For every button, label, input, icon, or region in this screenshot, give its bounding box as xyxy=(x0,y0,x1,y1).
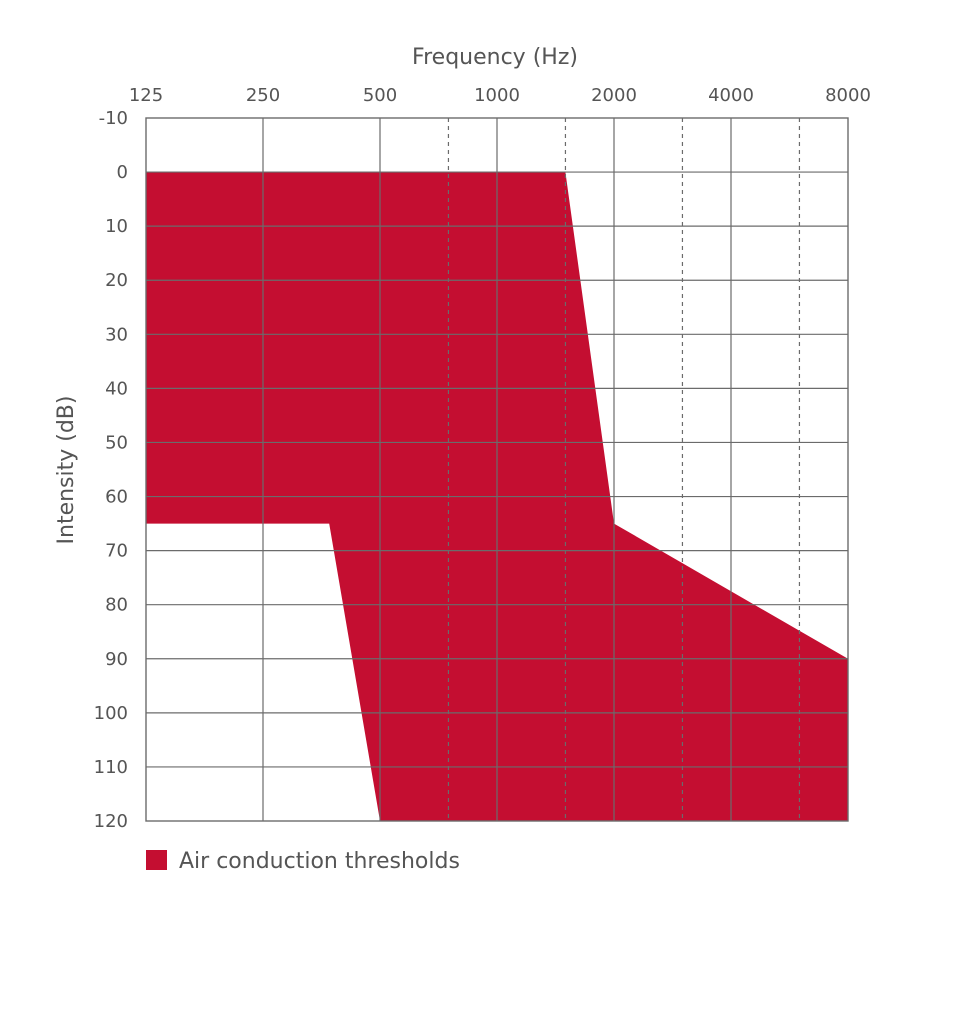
y-tick-label: 50 xyxy=(105,432,128,453)
legend-swatch xyxy=(146,850,167,870)
y-tick-label: 70 xyxy=(105,541,128,562)
y-tick-label: 100 xyxy=(94,703,128,724)
x-axis-title: Frequency (Hz) xyxy=(412,45,578,70)
y-tick-label: 0 xyxy=(117,162,128,183)
plot-frame xyxy=(145,117,849,822)
x-tick-label: 8000 xyxy=(825,85,871,106)
y-tick-label: 60 xyxy=(105,487,128,508)
y-tick-label: 10 xyxy=(105,216,128,237)
x-tick-label: 1000 xyxy=(474,85,520,106)
x-tick-label: 2000 xyxy=(591,85,637,106)
y-tick-label: 40 xyxy=(105,378,128,399)
legend-label: Air conduction thresholds xyxy=(179,849,460,874)
y-tick-labels: -10 0 10 20 30 40 50 60 70 80 90 100 110 120 xyxy=(94,108,128,832)
y-tick-label: -10 xyxy=(99,108,128,129)
y-tick-label: 110 xyxy=(94,757,128,778)
y-tick-label: 90 xyxy=(105,649,128,670)
legend: Air conduction thresholds xyxy=(146,849,460,874)
x-tick-labels: 125 250 500 1000 2000 4000 8000 xyxy=(129,85,871,106)
grid-layer xyxy=(146,118,848,821)
y-tick-label: 120 xyxy=(94,811,128,832)
x-tick-label: 500 xyxy=(363,85,397,106)
y-tick-label: 30 xyxy=(105,324,128,345)
y-tick-label: 80 xyxy=(105,595,128,616)
y-tick-label: 20 xyxy=(105,270,128,291)
x-tick-label: 4000 xyxy=(708,85,754,106)
x-tick-label: 250 xyxy=(246,85,280,106)
x-tick-label: 125 xyxy=(129,85,163,106)
y-axis-title: Intensity (dB) xyxy=(54,396,79,545)
